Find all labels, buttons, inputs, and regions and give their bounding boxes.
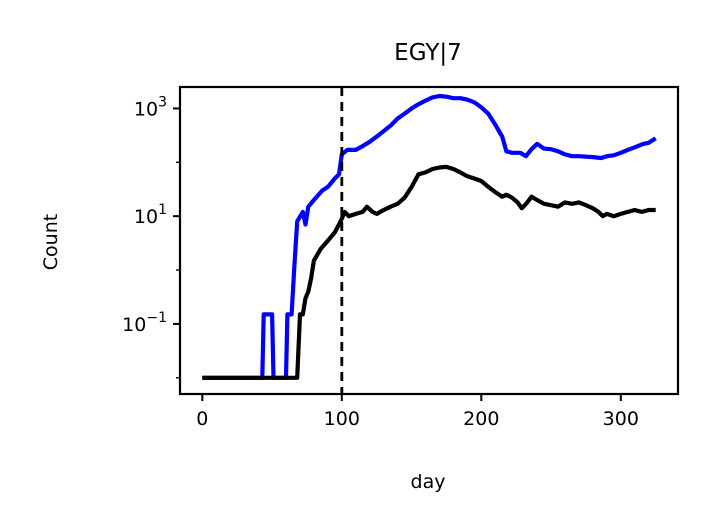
axes-frame — [178, 85, 680, 396]
series-line-0 — [202, 93, 657, 380]
y-axis-label: Count — [40, 214, 62, 270]
x-tick-label-3: 300 — [603, 408, 639, 430]
chart-title: EGY|7 — [394, 40, 462, 66]
y-tick-label-1: 101 — [134, 202, 167, 228]
y-tick-label-2: 103 — [134, 94, 167, 120]
series-line-1 — [202, 164, 656, 380]
x-tick-label-1: 100 — [324, 408, 360, 430]
x-axis-label: day — [411, 471, 446, 493]
y-tick-label-0: 10−1 — [122, 310, 167, 336]
x-tick-label-2: 200 — [463, 408, 499, 430]
x-tick-label-0: 0 — [196, 408, 208, 430]
plot-area: 0 100 200 300 10−1 101 103 — [122, 85, 680, 430]
